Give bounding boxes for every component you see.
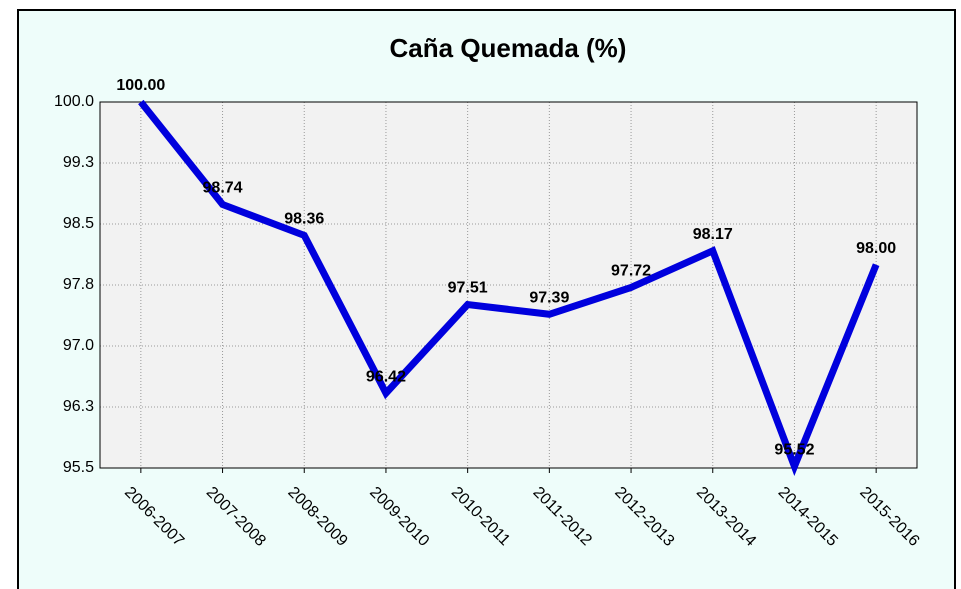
y-tick-label: 100.0 bbox=[54, 93, 94, 110]
data-label: 95.52 bbox=[774, 442, 814, 459]
y-tick-label: 99.3 bbox=[63, 154, 94, 171]
data-label: 98.36 bbox=[284, 211, 324, 228]
data-label: 98.17 bbox=[693, 226, 733, 243]
y-tick-label: 95.5 bbox=[63, 459, 94, 476]
data-label: 100.00 bbox=[116, 77, 165, 94]
data-label: 98.74 bbox=[203, 180, 243, 197]
data-label: 97.39 bbox=[529, 289, 569, 306]
line-series bbox=[138, 99, 880, 476]
chart-title: Caña Quemada (%) bbox=[390, 33, 627, 63]
plot-border bbox=[99, 101, 918, 469]
y-tick-label: 96.3 bbox=[63, 398, 94, 415]
y-tick-label: 98.5 bbox=[63, 215, 94, 232]
data-label: 97.72 bbox=[611, 263, 651, 280]
data-label: 96.42 bbox=[366, 368, 406, 385]
y-tick-label: 97.8 bbox=[63, 276, 94, 293]
y-tick-label: 97.0 bbox=[63, 337, 94, 354]
data-label: 98.00 bbox=[856, 240, 896, 257]
data-label: 97.51 bbox=[448, 280, 488, 297]
